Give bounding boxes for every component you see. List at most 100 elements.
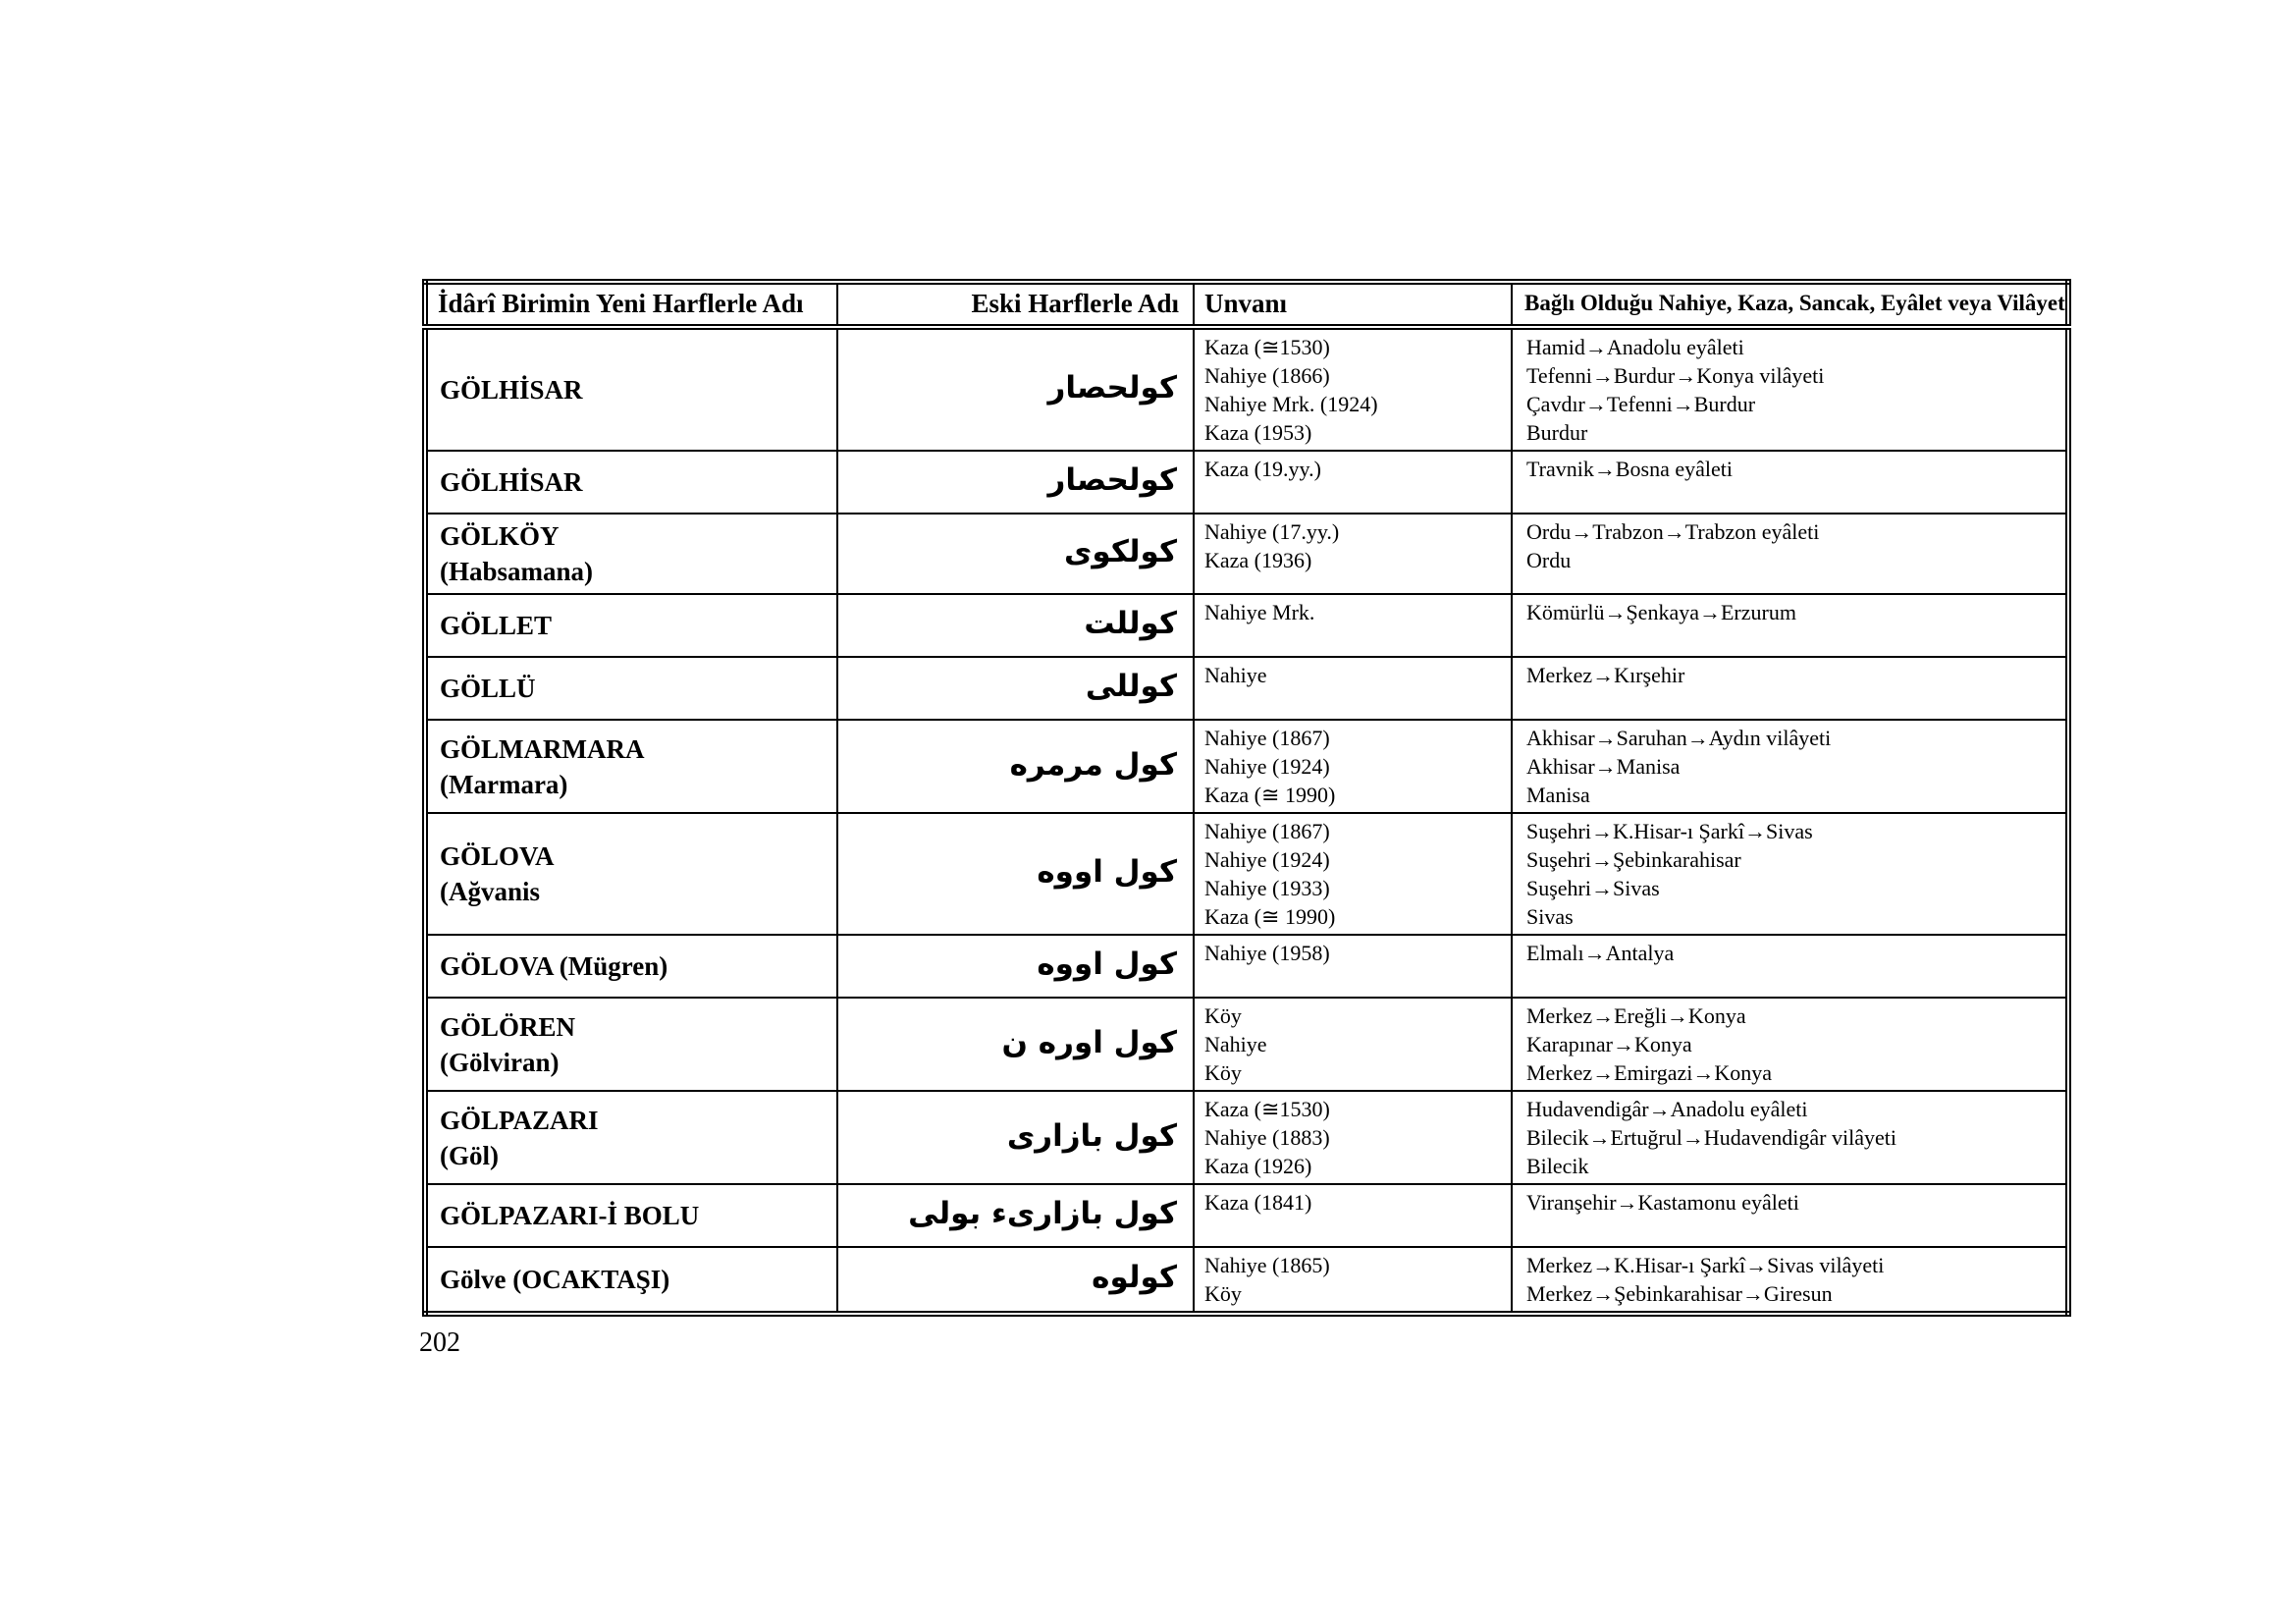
table-row: GÖLMARMARA (Marmara) كول مرمره Nahiye (1… [424,719,2069,814]
table-body: GÖLHİSAR كولحصار Kaza (≅1530) Nahiye (186… [424,326,2069,1315]
affiliation-line: Burdur [1526,420,1588,445]
title-line: Köy [1204,1060,1242,1085]
affiliation-line: Suşehri→Şebinkarahisar [1526,847,1741,872]
table-row: GÖLLÜ كوللى Nahiye Merkez→Kırşehir [424,656,2069,721]
affiliation-line: Akhisar→Manisa [1526,754,1681,779]
title-line: Kaza (19.yy.) [1204,457,1321,481]
affiliation-line: Akhisar→Saruhan→Aydın vilâyeti [1526,726,1832,750]
column-header-title: Unvanı [1193,281,1513,330]
affiliation-cell: Merkez→Ereğli→Konya Karapınar→Konya Merkez… [1511,997,2069,1092]
title-cell: Kaza (19.yy.) [1193,450,1513,514]
new-name-cell: GÖLOVA (Ağvanis [424,812,838,936]
affiliation-line: Hamid→Anadolu eyâleti [1526,335,1744,359]
affiliation-cell: Kömürlü→Şenkaya→Erzurum [1511,593,2069,658]
title-cell: Kaza (≅1530) Nahiye (1866) Nahiye Mrk. (19… [1193,326,1513,452]
affiliation-line: Merkez→Kırşehir [1526,663,1685,687]
title-line: Nahiye (17.yy.) [1204,519,1340,544]
ottoman-name-cell: كول اوره ن [836,997,1195,1092]
title-cell: Nahiye [1193,656,1513,721]
affiliation-line: Çavdır→Tefenni→Burdur [1526,392,1756,416]
column-header-affiliation: Bağlı Olduğu Nahiye, Kaza, Sancak, Eyâle… [1511,281,2069,330]
title-line: Kaza (1953) [1204,420,1312,445]
affiliation-line: Bilecik [1526,1154,1589,1178]
affiliation-line: Viranşehir→Kastamonu eyâleti [1526,1190,1799,1215]
title-cell: Kaza (≅1530) Nahiye (1883) Kaza (1926) [1193,1090,1513,1185]
title-line: Nahiye (1883) [1204,1125,1330,1150]
title-line: Nahiye [1204,663,1267,687]
ottoman-name-cell: كولوه [836,1246,1195,1315]
affiliation-line: Sivas [1526,904,1574,929]
title-line: Köy [1204,1003,1242,1028]
title-cell: Nahiye (1867) Nahiye (1924) Nahiye (1933) K… [1193,812,1513,936]
title-cell: Nahiye (1958) [1193,934,1513,999]
table-row: GÖLHİSAR كولحصار Kaza (19.yy.) Travnik→B… [424,450,2069,514]
title-line: Köy [1204,1281,1242,1306]
new-name-cell: GÖLLÜ [424,656,838,721]
affiliation-line: Merkez→Şebinkarahisar→Giresun [1526,1281,1833,1306]
table-row: Gölve (OCAKTAŞI) كولوه Nahiye (1865) Köy … [424,1246,2069,1315]
title-cell: Köy Nahiye Köy [1193,997,1513,1092]
title-cell: Nahiye (1865) Köy [1193,1246,1513,1315]
title-line: Nahiye (1924) [1204,754,1330,779]
new-name-cell: GÖLMARMARA (Marmara) [424,719,838,814]
table-row: GÖLOVA (Ağvanis كول اووه Nahiye (1867) Na… [424,812,2069,936]
affiliation-line: Suşehri→Sivas [1526,876,1660,900]
affiliation-line: Tefenni→Burdur→Konya vilâyeti [1526,363,1825,388]
page-number: 202 [419,1327,460,1358]
title-cell: Nahiye Mrk. [1193,593,1513,658]
affiliation-line: Elmalı→Antalya [1526,941,1675,965]
affiliation-cell: Ordu→Trabzon→Trabzon eyâleti Ordu [1511,513,2069,595]
affiliation-line: Karapınar→Konya [1526,1032,1692,1056]
table-header: İdârî Birimin Yeni Harflerle Adı Eski Ha… [424,281,2069,330]
table-row: GÖLHİSAR كولحصار Kaza (≅1530) Nahiye (186… [424,326,2069,452]
table-row: GÖLÖREN (Gölviran) كول اوره ن Köy Nahiye K… [424,997,2069,1092]
ottoman-name-cell: كول بازارىء بولى [836,1183,1195,1248]
affiliation-line: Kömürlü→Şenkaya→Erzurum [1526,600,1796,624]
new-name-cell: Gölve (OCAKTAŞI) [424,1246,838,1315]
title-line: Nahiye (1867) [1204,819,1330,843]
affiliation-cell: Elmalı→Antalya [1511,934,2069,999]
title-cell: Kaza (1841) [1193,1183,1513,1248]
ottoman-name-cell: كول مرمره [836,719,1195,814]
title-cell: Nahiye (17.yy.) Kaza (1936) [1193,513,1513,595]
title-line: Nahiye (1866) [1204,363,1330,388]
title-line: Nahiye [1204,1032,1267,1056]
title-line: Nahiye (1958) [1204,941,1330,965]
new-name-cell: GÖLPAZARI-İ BOLU [424,1183,838,1248]
affiliation-cell: Travnik→Bosna eyâleti [1511,450,2069,514]
column-header-old-name: Eski Harflerle Adı [836,281,1195,330]
title-line: Nahiye Mrk. [1204,600,1315,624]
title-line: Kaza (≅1530) [1204,1097,1330,1121]
title-line: Kaza (1936) [1204,548,1312,572]
ottoman-name-cell: كولحصار [836,450,1195,514]
affiliation-line: Ordu [1526,548,1572,572]
title-cell: Nahiye (1867) Nahiye (1924) Kaza (≅ 1990) [1193,719,1513,814]
new-name-cell: GÖLOVA (Mügren) [424,934,838,999]
table-row: GÖLOVA (Mügren) كول اووه Nahiye (1958) E… [424,934,2069,999]
new-name-cell: GÖLHİSAR [424,326,838,452]
affiliation-line: Hudavendigâr→Anadolu eyâleti [1526,1097,1808,1121]
affiliation-cell: Suşehri→K.Hisar-ı Şarkî→Sivas Suşehri→Şeb… [1511,812,2069,936]
title-line: Kaza (1841) [1204,1190,1312,1215]
affiliation-cell: Merkez→Kırşehir [1511,656,2069,721]
affiliation-line: Ordu→Trabzon→Trabzon eyâleti [1526,519,1820,544]
affiliation-line: Merkez→K.Hisar-ı Şarkî→Sivas vilâyeti [1526,1253,1885,1277]
title-line: Kaza (≅1530) [1204,335,1330,359]
affiliation-cell: Viranşehir→Kastamonu eyâleti [1511,1183,2069,1248]
affiliation-line: Travnik→Bosna eyâleti [1526,457,1733,481]
affiliation-line: Manisa [1526,783,1590,807]
affiliation-line: Merkez→Emirgazi→Konya [1526,1060,1773,1085]
admin-units-table: İdârî Birimin Yeni Harflerle Adı Eski Ha… [422,279,2071,1317]
affiliation-cell: Hamid→Anadolu eyâleti Tefenni→Burdur→Kony… [1511,326,2069,452]
new-name-cell: GÖLÖREN (Gölviran) [424,997,838,1092]
affiliation-cell: Akhisar→Saruhan→Aydın vilâyeti Akhisar→Ma… [1511,719,2069,814]
ottoman-name-cell: كولحصار [836,326,1195,452]
ottoman-name-cell: كوللت [836,593,1195,658]
ottoman-name-cell: كول بازارى [836,1090,1195,1185]
title-line: Kaza (≅ 1990) [1204,783,1336,807]
ottoman-name-cell: كولكوى [836,513,1195,595]
header-row: İdârî Birimin Yeni Harflerle Adı Eski Ha… [424,281,2069,330]
title-line: Nahiye (1924) [1204,847,1330,872]
affiliation-line: Bilecik→Ertuğrul→Hudavendigâr vilâyeti [1526,1125,1896,1150]
